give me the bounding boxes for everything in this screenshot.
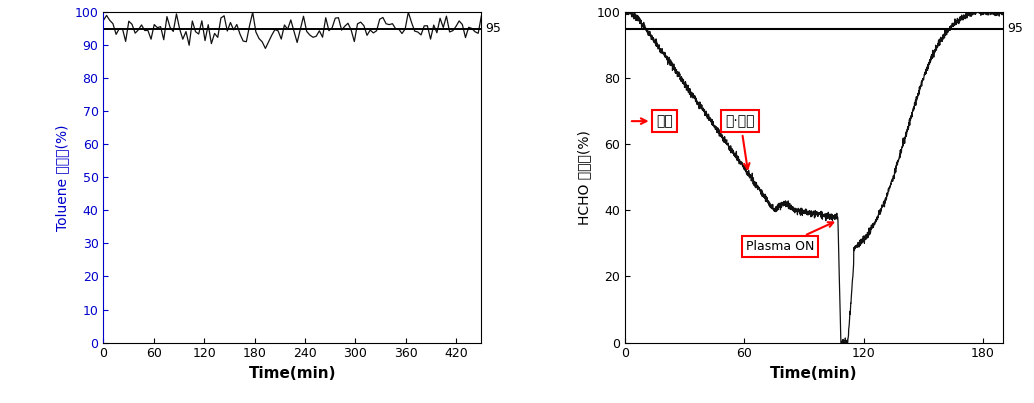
Text: 흡·탈착: 흡·탈착 bbox=[726, 114, 755, 169]
Text: 95: 95 bbox=[1007, 22, 1023, 35]
X-axis label: Time(min): Time(min) bbox=[248, 366, 336, 381]
Text: Plasma ON: Plasma ON bbox=[746, 222, 833, 253]
Text: 흡착: 흡착 bbox=[632, 114, 673, 128]
X-axis label: Time(min): Time(min) bbox=[770, 366, 858, 381]
Y-axis label: Toluene 제거율(%): Toluene 제거율(%) bbox=[55, 124, 69, 231]
Y-axis label: HCHO 제거율(%): HCHO 제거율(%) bbox=[577, 130, 590, 225]
Text: 95: 95 bbox=[485, 22, 501, 35]
